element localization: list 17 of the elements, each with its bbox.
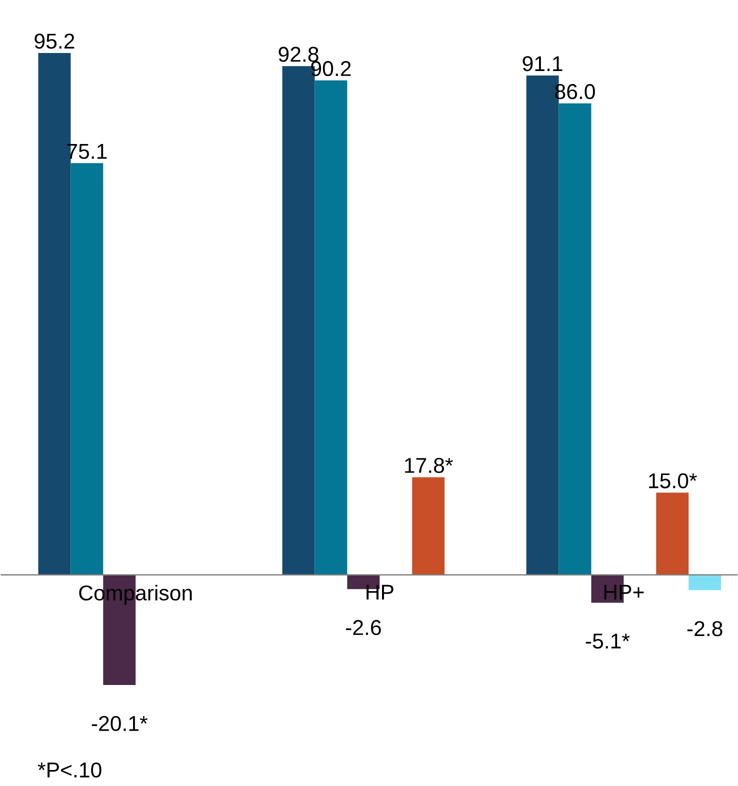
data-label: -20.1*: [92, 716, 148, 732]
data-label: -2.8: [687, 621, 722, 636]
data-label: 95.2: [34, 34, 74, 49]
bar: [558, 103, 592, 575]
bar: [688, 574, 721, 590]
text: *P<.10: [38, 762, 102, 778]
data-label: -2.6: [346, 620, 381, 636]
data-label: 17.8*: [404, 458, 453, 473]
bar: [314, 80, 348, 575]
data-label: 91.1: [522, 56, 562, 72]
bar: [70, 163, 104, 575]
data-label: -5.1*: [586, 634, 630, 649]
bar: [656, 492, 688, 575]
data-label: 92.8: [278, 46, 318, 62]
bar: [412, 477, 444, 575]
x-tick-label: HP: [366, 584, 394, 600]
data-label: 15.0*: [648, 473, 697, 488]
